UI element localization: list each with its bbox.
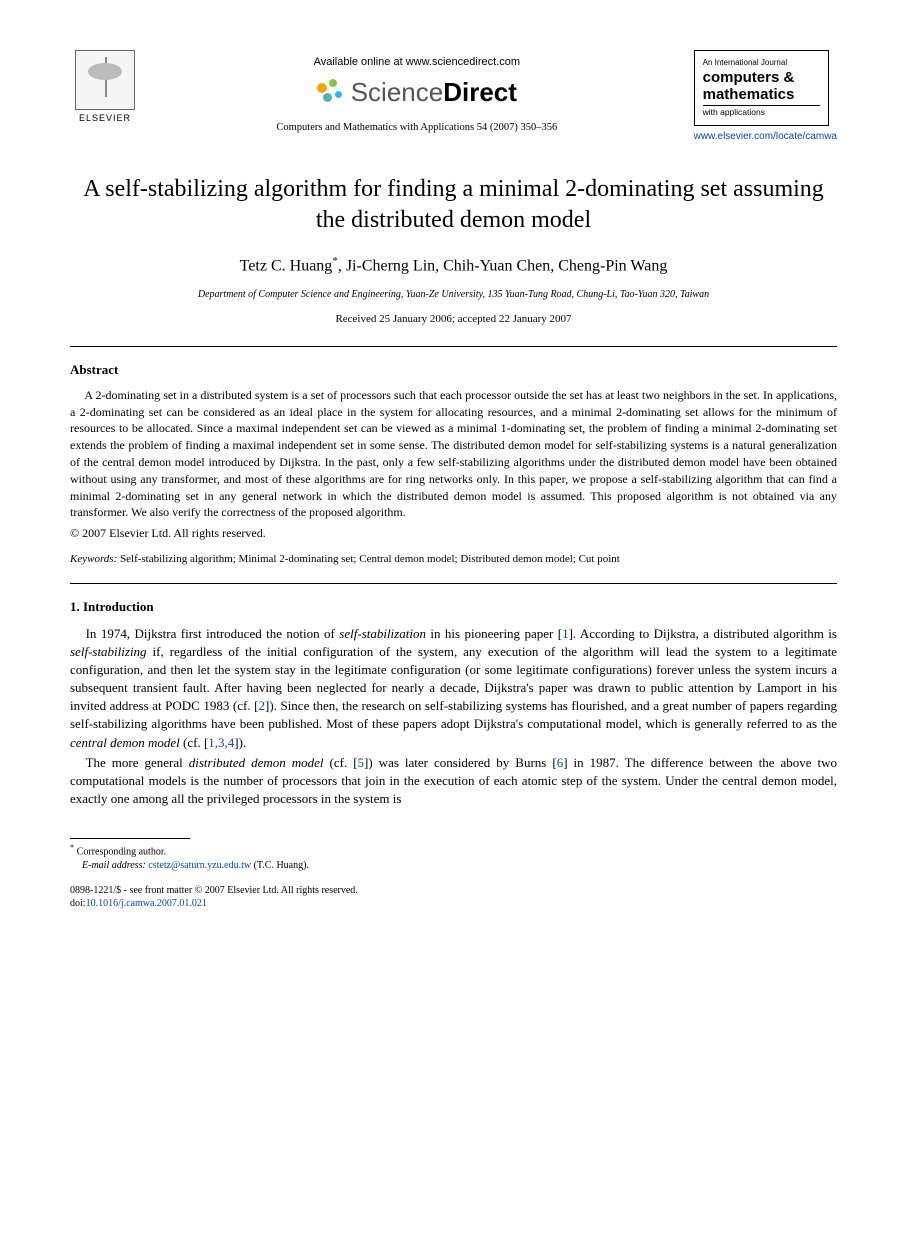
doi-label: doi: bbox=[70, 898, 86, 909]
email-link[interactable]: cstetz@saturn.yzu.edu.tw bbox=[148, 860, 251, 871]
author-1: Tetz C. Huang bbox=[240, 258, 333, 275]
journal-title-2: mathematics bbox=[703, 87, 820, 104]
abstract-text: A 2-dominating set in a distributed syst… bbox=[70, 387, 837, 521]
intro-heading: 1. Introduction bbox=[70, 598, 837, 616]
rule-2 bbox=[70, 583, 837, 584]
p2-ital1: distributed demon model bbox=[189, 755, 324, 770]
p1-f: (cf. [ bbox=[180, 735, 209, 750]
p1-b: in his pioneering paper [ bbox=[426, 626, 562, 641]
footnote-corr-text: Corresponding author. bbox=[74, 847, 166, 858]
elsevier-logo: ELSEVIER bbox=[70, 50, 140, 125]
rule-1 bbox=[70, 346, 837, 347]
p2-a: The more general bbox=[86, 755, 189, 770]
journal-intl: An International Journal bbox=[703, 57, 820, 68]
p1-ital1: self-stabilization bbox=[339, 626, 426, 641]
p1-g: ]). bbox=[234, 735, 246, 750]
sciencedirect-text: ScienceDirect bbox=[351, 74, 517, 110]
affiliation: Department of Computer Science and Engin… bbox=[70, 288, 837, 302]
p2-c: ]) was later considered by Burns [ bbox=[364, 755, 557, 770]
front-matter: 0898-1221/$ - see front matter © 2007 El… bbox=[70, 884, 837, 897]
journal-url-line: www.elsevier.com/locate/camwa bbox=[694, 130, 837, 144]
keywords-label: Keywords: bbox=[70, 553, 117, 565]
elsevier-tree-icon bbox=[75, 50, 135, 110]
sd-light: Science bbox=[351, 77, 444, 107]
abstract-heading: Abstract bbox=[70, 361, 837, 379]
dates: Received 25 January 2006; accepted 22 Ja… bbox=[70, 312, 837, 327]
journal-url-link[interactable]: www.elsevier.com/locate/camwa bbox=[694, 131, 837, 142]
doi-link[interactable]: 10.1016/j.camwa.2007.01.021 bbox=[86, 898, 207, 909]
footnote-corr: * Corresponding author. bbox=[70, 843, 837, 858]
p1-ital2: self-stabilizing bbox=[70, 644, 147, 659]
authors: Tetz C. Huang*, Ji-Cherng Lin, Chih-Yuan… bbox=[70, 254, 837, 278]
available-online-text: Available online at www.sciencedirect.co… bbox=[140, 55, 694, 70]
intro-p1: In 1974, Dijkstra first introduced the n… bbox=[70, 625, 837, 752]
p1-c: ]. According to Dijkstra, a distributed … bbox=[569, 626, 837, 641]
ref-134[interactable]: 1,3,4 bbox=[208, 735, 234, 750]
keywords-text: Self-stabilizing algorithm; Minimal 2-do… bbox=[117, 553, 620, 565]
p1-ital3: central demon model bbox=[70, 735, 180, 750]
email-label: E-mail address: bbox=[82, 860, 146, 871]
journal-box: An International Journal computers & mat… bbox=[694, 50, 829, 126]
footnote-email: E-mail address: cstetz@saturn.yzu.edu.tw… bbox=[70, 859, 837, 872]
journal-box-wrap: An International Journal computers & mat… bbox=[694, 50, 837, 144]
email-who: (T.C. Huang). bbox=[251, 860, 309, 871]
authors-rest: , Ji-Cherng Lin, Chih-Yuan Chen, Cheng-P… bbox=[338, 258, 668, 275]
doi-line: doi:10.1016/j.camwa.2007.01.021 bbox=[70, 897, 837, 910]
paper-title: A self-stabilizing algorithm for finding… bbox=[70, 174, 837, 236]
journal-sub: with applications bbox=[703, 105, 820, 119]
journal-title-1: computers & bbox=[703, 70, 820, 87]
intro-p2: The more general distributed demon model… bbox=[70, 754, 837, 809]
journal-reference: Computers and Mathematics with Applicati… bbox=[140, 121, 694, 136]
header-row: ELSEVIER Available online at www.science… bbox=[70, 50, 837, 144]
keywords: Keywords: Self-stabilizing algorithm; Mi… bbox=[70, 552, 837, 567]
p2-b: (cf. [ bbox=[324, 755, 358, 770]
center-header: Available online at www.sciencedirect.co… bbox=[140, 50, 694, 135]
footnote-separator bbox=[70, 838, 190, 839]
copyright: © 2007 Elsevier Ltd. All rights reserved… bbox=[70, 525, 837, 542]
bottom-info: 0898-1221/$ - see front matter © 2007 El… bbox=[70, 884, 837, 910]
p1-a: In 1974, Dijkstra first introduced the n… bbox=[86, 626, 340, 641]
elsevier-label: ELSEVIER bbox=[70, 112, 140, 125]
sd-bold: Direct bbox=[443, 77, 517, 107]
sciencedirect-icon bbox=[317, 79, 345, 107]
sciencedirect-logo: ScienceDirect bbox=[317, 74, 517, 110]
